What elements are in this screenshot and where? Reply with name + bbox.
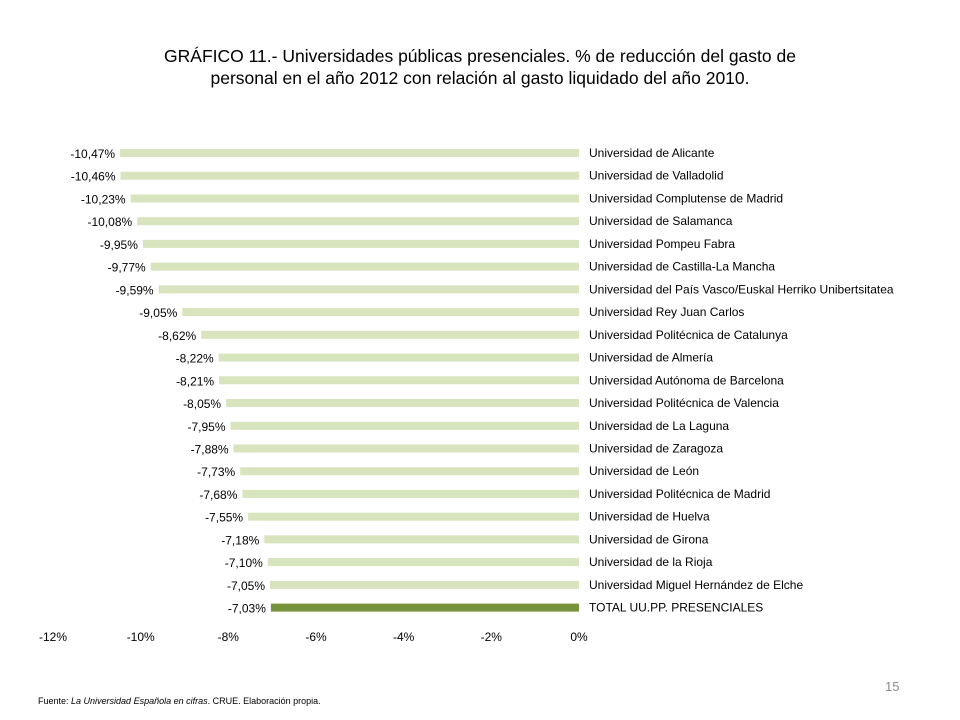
category-label: Universidad de Valladolid (589, 169, 724, 183)
bar (219, 376, 579, 385)
bar (242, 489, 579, 498)
chart-title: GRÁFICO 11.- Universidades públicas pres… (100, 45, 860, 89)
bar-value-label: -7,73% (197, 465, 235, 479)
category-label: Universidad de Zaragoza (589, 442, 723, 456)
x-tick-label: -8% (218, 630, 240, 644)
bar (158, 285, 579, 294)
chart-title-line-2: personal en el año 2012 con relación al … (210, 68, 750, 88)
bar (120, 149, 579, 157)
bar-value-label: -10,46% (71, 170, 116, 184)
category-label: Universidad de Huelva (589, 510, 710, 524)
bar-value-label: -9,95% (100, 238, 138, 252)
bar (201, 330, 579, 339)
category-label: Universidad de Alicante (589, 146, 715, 160)
category-label: Universidad Miguel Hernández de Elche (589, 578, 803, 592)
x-tick-label: -6% (305, 630, 327, 644)
bar (230, 421, 579, 430)
bar-value-label: -8,22% (176, 352, 214, 366)
category-label: Universidad Politécnica de Catalunya (589, 328, 788, 342)
bar (240, 467, 579, 476)
x-tick-label: -4% (393, 630, 415, 644)
bar-value-label: -7,10% (225, 556, 263, 570)
bar (233, 444, 579, 453)
x-tick-label: -12% (39, 630, 67, 644)
bar (270, 580, 579, 589)
category-label: TOTAL UU.PP. PRESENCIALES (589, 601, 763, 615)
category-label: Universidad de Castilla-La Mancha (589, 260, 775, 274)
x-tick-label: 0% (570, 630, 588, 644)
bar (137, 217, 579, 226)
bar-value-label: -7,95% (187, 420, 225, 434)
bar-value-label: -9,05% (139, 306, 177, 320)
bar (150, 262, 579, 271)
bar (264, 535, 579, 544)
bar-value-label: -10,08% (87, 215, 132, 229)
category-label: Universidad Politécnica de Valencia (589, 396, 779, 410)
bar-value-label: -8,21% (176, 374, 214, 388)
bar-value-label: -7,03% (228, 602, 266, 616)
bar (120, 171, 579, 180)
bar-value-label: -7,05% (227, 579, 265, 593)
category-label: Universidad Complutense de Madrid (589, 192, 783, 206)
x-axis-ticks-group: -12% -10% -8% -6% -4% -2% 0% (39, 630, 588, 644)
value-labels-group: -10,47% -10,46% -10,23% -10,08% -9,95% -9,77%… (70, 147, 266, 616)
bar (267, 558, 579, 567)
source-suffix: . CRUE. Elaboración propia. (207, 696, 321, 706)
bars-group (120, 149, 580, 612)
bar-value-label: -7,55% (205, 511, 243, 525)
category-label: Universidad Rey Juan Carlos (589, 305, 744, 319)
category-label: Universidad del País Vasco/Euskal Herrik… (589, 282, 894, 296)
category-label: Universidad de León (589, 464, 699, 478)
bar-value-label: -8,62% (158, 329, 196, 343)
category-label: Universidad de Almería (589, 351, 713, 365)
bar-value-label: -9,77% (108, 261, 146, 275)
bar-value-label: -7,18% (221, 533, 259, 547)
bar (248, 512, 579, 521)
source-prefix: Fuente: (38, 696, 72, 706)
category-label: Universidad Autónoma de Barcelona (589, 373, 784, 387)
bar (226, 399, 579, 407)
category-label: Universidad Politécnica de Madrid (589, 487, 770, 501)
bar-value-label: -9,59% (116, 283, 154, 297)
bar-value-label: -7,88% (191, 443, 229, 457)
category-label: Universidad Pompeu Fabra (589, 237, 735, 251)
bar-value-label: -10,23% (81, 193, 126, 207)
bar (130, 194, 579, 203)
page-number: 15 (885, 679, 900, 694)
category-labels-group: Universidad de Alicante Universidad de Va… (589, 146, 894, 615)
category-label: Universidad de La Laguna (589, 419, 729, 433)
bar (142, 239, 579, 248)
category-label: Universidad de Girona (589, 532, 709, 546)
bar (182, 308, 580, 317)
bar (218, 353, 579, 362)
x-tick-label: -10% (127, 630, 155, 644)
bar-value-label: -8,05% (183, 397, 221, 411)
chart-title-line-1: GRÁFICO 11.- Universidades públicas pres… (164, 46, 796, 66)
bar-value-label: -7,68% (199, 488, 237, 502)
category-label: Universidad de Salamanca (589, 214, 733, 228)
x-tick-label: -2% (481, 630, 503, 644)
bar-total (270, 603, 579, 612)
category-label: Universidad de la Rioja (589, 555, 713, 569)
bar-value-label: -10,47% (70, 147, 115, 161)
source-note: Fuente: La Universidad Española en cifra… (38, 696, 321, 706)
source-title: La Universidad Española en cifras (71, 696, 208, 706)
